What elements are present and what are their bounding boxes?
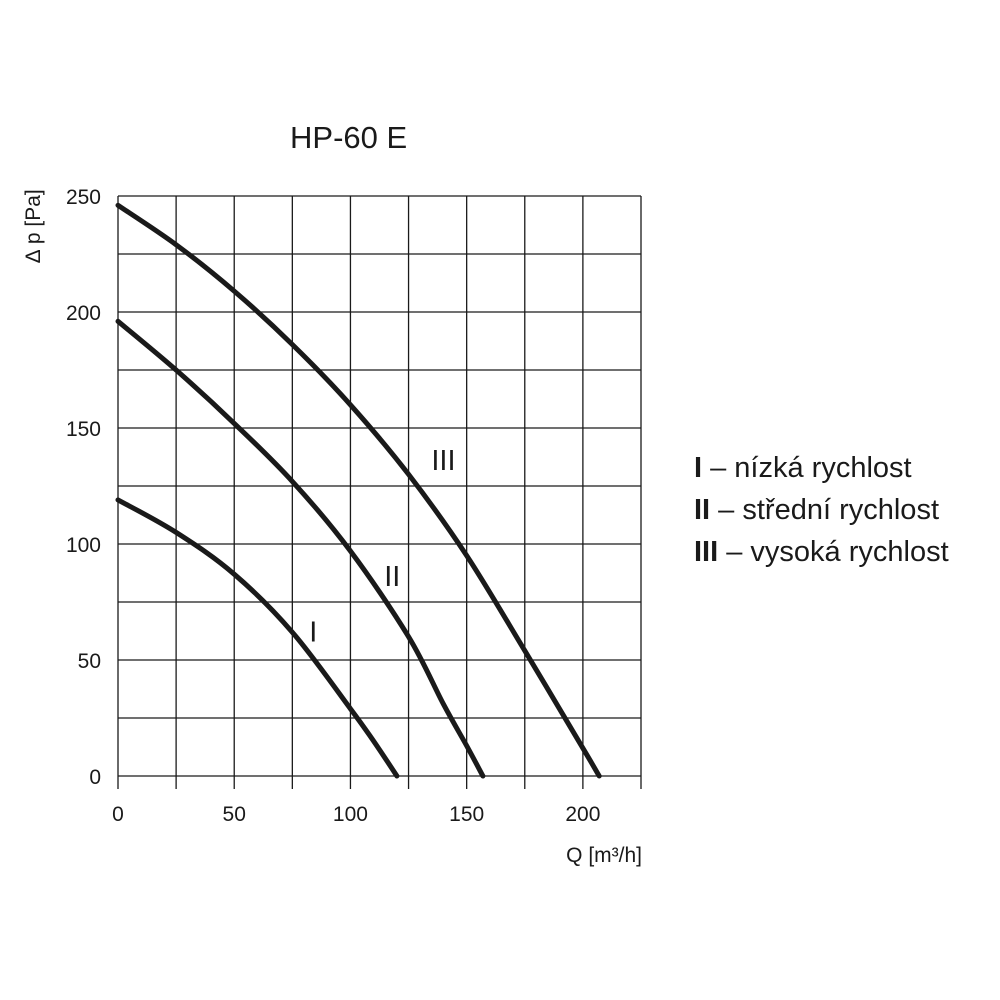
x-axis-label: Q [m³/h] — [566, 844, 642, 867]
legend-key: II — [694, 494, 711, 526]
legend-item-III: III – vysoká rychlost — [694, 531, 949, 573]
series-label-II: II — [384, 561, 400, 593]
chart-grid — [117, 195, 642, 789]
y-tick-label: 150 — [66, 418, 101, 441]
legend-text: – nízká rychlost — [702, 452, 912, 484]
series-label-I: I — [309, 616, 317, 648]
legend-text: – vysoká rychlost — [718, 536, 949, 568]
x-tick-label: 100 — [333, 803, 368, 826]
chart-title: HP-60 E — [290, 120, 408, 155]
y-tick-label: 0 — [89, 766, 101, 789]
series-line-II — [115, 318, 486, 779]
x-tick-label: 150 — [449, 803, 484, 826]
legend-item-I: I – nízká rychlost — [694, 447, 949, 489]
series-line-I — [115, 497, 400, 779]
legend-key: III — [694, 536, 719, 568]
y-tick-label: 50 — [78, 650, 101, 673]
x-tick-label: 200 — [565, 803, 600, 826]
legend-item-II: II – střední rychlost — [694, 489, 949, 531]
tick-labels: 0 50 100 150 200 0 50 100 150 200 250 — [66, 186, 600, 826]
series-line-III — [115, 202, 602, 779]
legend: I – nízká rychlost II – střední rychlost… — [694, 447, 949, 573]
x-tick-label: 50 — [223, 803, 246, 826]
y-tick-label: 100 — [66, 534, 101, 557]
legend-text: – střední rychlost — [710, 494, 939, 526]
legend-key: I — [694, 452, 703, 484]
y-tick-label: 250 — [66, 186, 101, 209]
x-tick-label: 0 — [112, 803, 124, 826]
series-label-III: III — [431, 445, 455, 477]
y-axis-label: ∆ p [Pa] — [22, 189, 45, 263]
series-lines — [115, 202, 602, 779]
y-tick-label: 200 — [66, 302, 101, 325]
